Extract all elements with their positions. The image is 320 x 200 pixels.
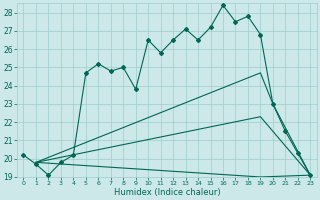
X-axis label: Humidex (Indice chaleur): Humidex (Indice chaleur) [114, 188, 220, 197]
